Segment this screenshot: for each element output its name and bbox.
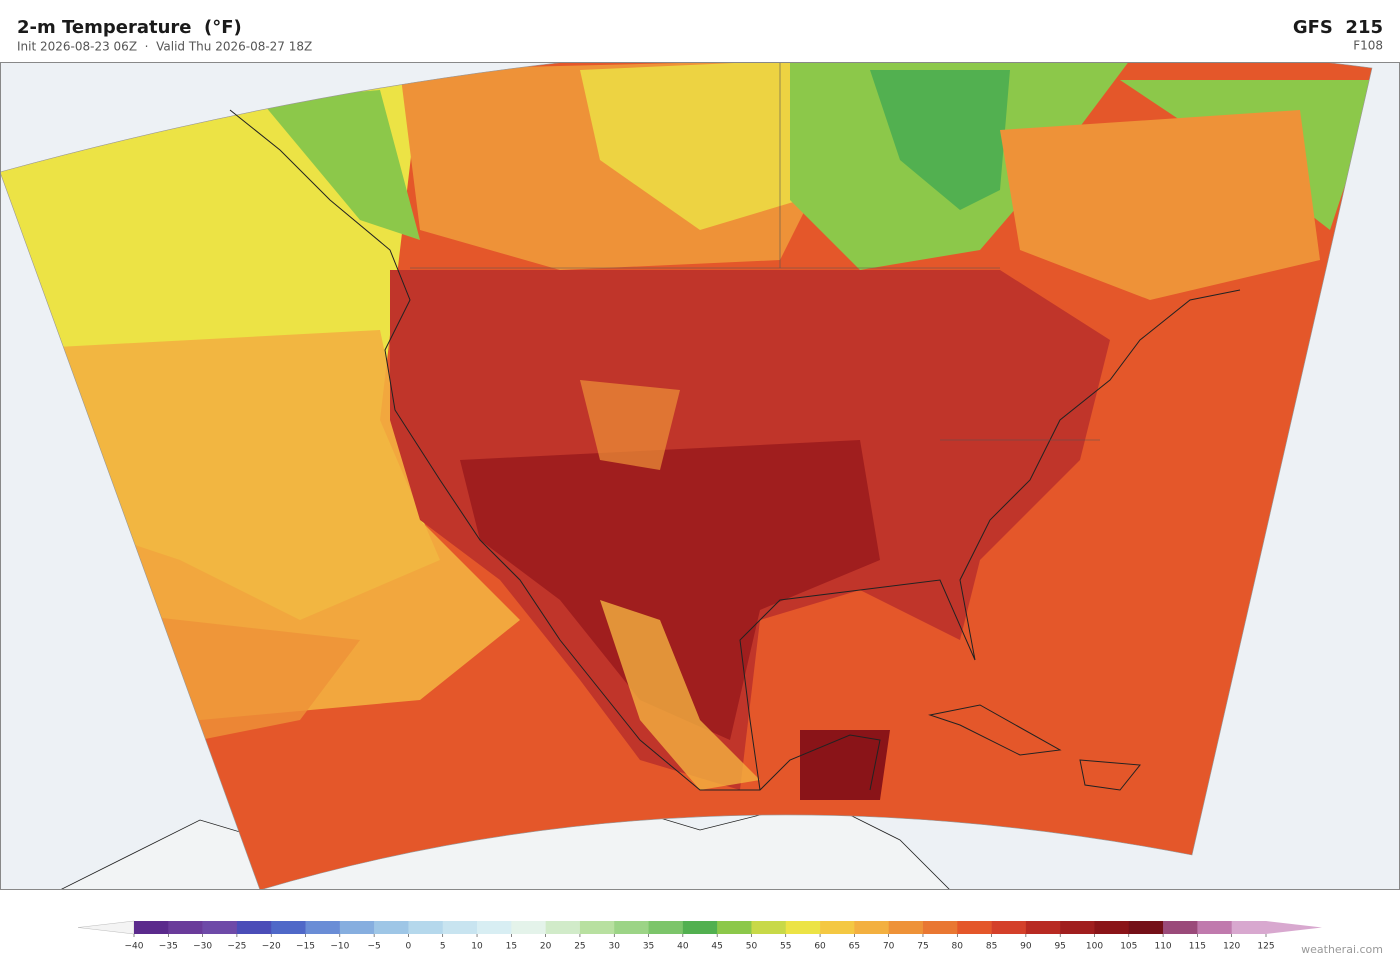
colorbar-tick-label: 70 xyxy=(883,942,895,952)
colorbar-segment xyxy=(1094,921,1130,934)
coastline xyxy=(229,109,1241,791)
colorbar-tick-label: 40 xyxy=(677,942,689,952)
colorbar-segment xyxy=(888,921,924,934)
colorbar-tick-label: 25 xyxy=(574,942,585,952)
colorbar-tick-label: 65 xyxy=(849,942,860,952)
model-label: GFS 215 xyxy=(1293,17,1383,38)
colorbar-segment xyxy=(922,921,958,934)
colorbar-under xyxy=(77,920,135,935)
colorbar-tick-label: −35 xyxy=(159,942,178,952)
colorbar-tick-label: −25 xyxy=(227,942,246,952)
colorbar-segment xyxy=(511,921,546,934)
domain-outline xyxy=(0,62,1373,890)
colorbar-tick-label: 85 xyxy=(986,942,997,952)
colorbar-segment xyxy=(305,921,341,934)
colorbar-segment xyxy=(168,921,203,934)
colorbar-segment xyxy=(134,921,169,934)
colorbar-tick-label: −15 xyxy=(296,942,315,952)
colorbar-segment xyxy=(751,921,787,934)
colorbar-tick-label: −40 xyxy=(125,942,144,952)
map-subtitle: Init 2026-08-23 06Z · Valid Thu 2026-08-… xyxy=(17,40,312,54)
colorbar-segment xyxy=(682,921,718,934)
colorbar-segment xyxy=(854,921,889,934)
colorbar-segment xyxy=(991,921,1027,934)
colorbar-segment xyxy=(202,921,238,934)
colorbar-over xyxy=(1266,921,1322,934)
colorbar-tick-label: 35 xyxy=(643,942,654,952)
colorbar-segment xyxy=(271,921,306,934)
borders xyxy=(410,62,1100,441)
colorbar-segment xyxy=(477,921,512,934)
forecast-hour: F108 xyxy=(1353,39,1383,53)
colorbar-segment xyxy=(339,921,375,934)
watermark: weatherai.com xyxy=(1301,943,1383,956)
colorbar-segment xyxy=(1163,921,1198,934)
colorbar-tick-label: 90 xyxy=(1020,942,1032,952)
colorbar-segment xyxy=(236,921,272,934)
map-title: 2-m Temperature (°F) xyxy=(17,17,242,38)
colorbar-segment xyxy=(785,921,821,934)
colorbar-segment xyxy=(408,921,444,934)
colorbar-segment xyxy=(1128,921,1164,934)
map xyxy=(0,62,1400,890)
colorbar-tick-label: 45 xyxy=(711,942,722,952)
colorbar-segment xyxy=(648,921,684,934)
colorbar-segment xyxy=(1025,921,1061,934)
colorbar-tick-label: 20 xyxy=(540,942,552,952)
colorbar-segment xyxy=(957,921,992,934)
colorbar-segment xyxy=(545,921,581,934)
colorbar-segment xyxy=(1231,921,1267,934)
colorbar-tick-label: −5 xyxy=(367,942,380,952)
colorbar-tick-label: 60 xyxy=(814,942,826,952)
colorbar-tick-label: −10 xyxy=(330,942,349,952)
colorbar-tick-label: 120 xyxy=(1223,942,1240,952)
colorbar-segment xyxy=(717,921,752,934)
colorbar-segment xyxy=(1197,921,1232,934)
colorbar-tick-label: 15 xyxy=(506,942,517,952)
colorbar-tick-label: 5 xyxy=(440,942,446,952)
colorbar-tick-label: 75 xyxy=(917,942,928,952)
colorbar-segment xyxy=(1060,921,1095,934)
colorbar-tick-label: −20 xyxy=(262,942,281,952)
colorbar-tick-label: 50 xyxy=(746,942,758,952)
colorbar-tick-label: 55 xyxy=(780,942,791,952)
colorbar-tick-label: 0 xyxy=(406,942,412,952)
colorbar-tick-label: 100 xyxy=(1086,942,1103,952)
colorbar-tick-label: 10 xyxy=(471,942,483,952)
colorbar-segment xyxy=(442,921,478,934)
colorbar-tick-label: 105 xyxy=(1120,942,1137,952)
colorbar-tick-label: 110 xyxy=(1154,942,1171,952)
colorbar-segment xyxy=(579,921,615,934)
colorbar-tick-label: 95 xyxy=(1054,942,1065,952)
colorbar-tick-label: 80 xyxy=(952,942,964,952)
colorbar-tick-label: 125 xyxy=(1257,942,1274,952)
colorbar-tick-label: 115 xyxy=(1189,942,1206,952)
colorbar-tick-label: −30 xyxy=(193,942,212,952)
colorbar-segment xyxy=(820,921,855,934)
colorbar-tick-label: 30 xyxy=(609,942,621,952)
colorbar-segment xyxy=(614,921,649,934)
islands xyxy=(928,704,1141,791)
colorbar-segment xyxy=(374,921,409,934)
colorbar: −40 −35 −30 −25 −20 −15 −10 −5 0 5 10 15 20 25 30 35 40 4… xyxy=(77,920,1322,952)
